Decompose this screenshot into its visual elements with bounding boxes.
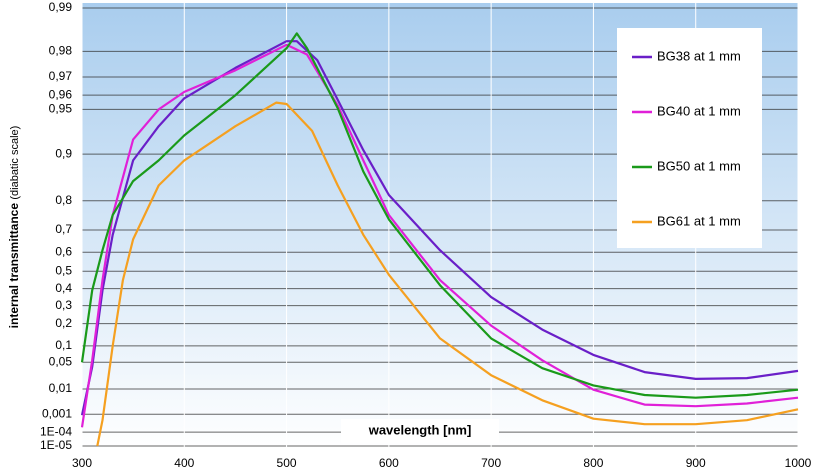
lines — [80, 32, 799, 447]
y-label-note: (diabatic scale) — [9, 126, 21, 200]
y-tick-label: 0,95 — [49, 102, 73, 116]
y-tick-label: 0,01 — [49, 381, 73, 395]
legend: BG38 at 1 mm BG40 at 1 mm BG50 at 1 mm BG61… — [632, 48, 741, 228]
y-tick-label: 0,1 — [55, 338, 72, 352]
y-tick-label: 0,001 — [42, 406, 72, 420]
legend-label: BG38 at 1 mm — [657, 48, 741, 63]
x-tick-label: 900 — [686, 456, 706, 470]
x-tick-label: 800 — [583, 456, 603, 470]
y-tick-label: 1E-04 — [40, 424, 72, 438]
y-label-main: internal transmittance — [7, 203, 21, 329]
legend-label: BG40 at 1 mm — [657, 103, 741, 118]
y-tick-label: 0,9 — [55, 146, 72, 160]
x-tick-label: 1000 — [785, 456, 812, 470]
y-tick-label: 0,3 — [55, 298, 72, 312]
y-tick-label: 0,5 — [55, 263, 72, 277]
y-tick-label: 0,6 — [55, 244, 72, 258]
x-tick-label: 500 — [277, 456, 297, 470]
series-line — [96, 101, 799, 447]
y-tick-label: 0,05 — [49, 354, 73, 368]
y-tick-label: 0,4 — [55, 281, 72, 295]
legend-label: BG50 at 1 mm — [657, 158, 741, 173]
y-tick-label: 0,98 — [49, 44, 73, 58]
x-axis-label: wavelength [nm] — [368, 422, 472, 437]
y-tick-label: 0,99 — [49, 0, 73, 14]
x-tick-label: 300 — [72, 456, 92, 470]
series-line — [80, 32, 799, 399]
y-tick-label: 0,8 — [55, 193, 72, 207]
ticks: 0,99 0,98 0,97 0,960,95 0,9 0,8 0,7 0,6 0,5 0,4 0,… — [40, 0, 812, 470]
legend-label: BG61 at 1 mm — [657, 213, 741, 228]
x-tick-label: 400 — [174, 456, 194, 470]
legend-box — [617, 28, 762, 248]
y-tick-label: 0,97 — [49, 69, 73, 83]
y-tick-label: 0,7 — [55, 222, 72, 236]
y-tick-label: 0,96 — [49, 87, 73, 101]
y-tick-label: 1E-05 — [40, 438, 72, 452]
x-tick-label: 700 — [481, 456, 501, 470]
x-tick-label: 600 — [379, 456, 399, 470]
y-tick-label: 0,2 — [55, 316, 72, 330]
y-axis-label: internal transmittance (diabatic scale) — [7, 126, 21, 329]
grid — [81, 3, 799, 450]
x-label-box — [341, 419, 499, 443]
